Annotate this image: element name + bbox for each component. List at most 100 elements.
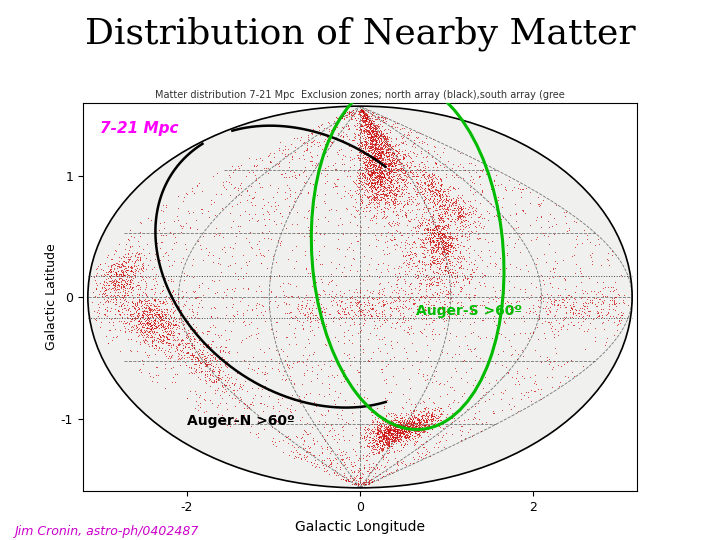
Point [403, 423, 415, 431]
Point [358, 187, 369, 196]
Point [426, 293, 438, 302]
Point [485, 184, 497, 193]
Point [126, 298, 138, 307]
Point [382, 437, 394, 445]
Point [548, 300, 559, 309]
Point [302, 442, 313, 450]
Point [134, 327, 145, 336]
Point [418, 454, 429, 462]
Point [387, 199, 399, 208]
Point [378, 151, 390, 159]
Point [383, 425, 395, 434]
Point [572, 232, 583, 240]
Point [134, 314, 145, 322]
Point [378, 172, 390, 181]
Point [418, 253, 430, 261]
Point [359, 131, 370, 139]
Point [199, 387, 211, 396]
Point [243, 238, 255, 246]
Point [363, 179, 374, 187]
Point [212, 259, 224, 267]
Point [423, 172, 435, 180]
Point [384, 442, 396, 450]
Point [338, 306, 350, 315]
Point [379, 430, 390, 439]
Point [146, 305, 158, 313]
Point [400, 434, 411, 442]
Point [405, 424, 417, 433]
Point [267, 402, 279, 411]
Point [428, 197, 439, 205]
Point [408, 417, 420, 426]
Point [485, 258, 496, 267]
Point [140, 315, 152, 324]
Point [407, 166, 418, 174]
Point [388, 159, 400, 167]
Point [395, 172, 406, 180]
Point [281, 333, 292, 341]
Point [391, 318, 402, 326]
Point [125, 323, 136, 332]
Point [422, 206, 433, 215]
Point [384, 148, 395, 157]
Point [148, 324, 160, 333]
Point [356, 127, 367, 136]
Point [522, 393, 534, 401]
Point [410, 269, 421, 278]
Point [120, 245, 131, 253]
Point [310, 160, 321, 169]
Point [379, 434, 390, 442]
Point [378, 190, 390, 198]
Point [363, 152, 374, 160]
Point [200, 244, 212, 252]
Point [381, 418, 392, 427]
Point [379, 431, 391, 440]
Point [190, 215, 202, 224]
Point [386, 432, 397, 441]
Point [460, 210, 472, 218]
Point [390, 192, 402, 200]
Point [390, 159, 401, 168]
Point [319, 136, 330, 145]
Point [138, 264, 149, 272]
Point [394, 422, 405, 431]
Point [411, 305, 423, 314]
Point [133, 290, 145, 299]
Point [179, 269, 190, 278]
Point [140, 307, 151, 315]
Point [436, 194, 447, 203]
Point [383, 249, 395, 258]
Point [436, 182, 447, 191]
Point [366, 185, 377, 194]
Point [303, 226, 315, 235]
Point [325, 444, 337, 453]
Point [372, 424, 383, 433]
Point [230, 402, 241, 411]
Point [329, 465, 341, 474]
Point [389, 411, 400, 420]
Point [163, 319, 174, 327]
Point [383, 437, 395, 445]
Point [413, 295, 425, 304]
Point [435, 285, 446, 294]
Point [305, 428, 316, 437]
Point [228, 416, 240, 425]
Point [548, 329, 559, 338]
Point [382, 219, 393, 228]
Point [374, 191, 385, 200]
Point [132, 305, 144, 314]
Point [444, 220, 456, 229]
Point [369, 437, 380, 445]
Point [370, 190, 382, 199]
Point [124, 280, 135, 288]
Point [382, 165, 394, 174]
Point [379, 428, 391, 437]
Point [372, 157, 383, 166]
Point [416, 242, 428, 251]
Point [351, 366, 362, 374]
Point [274, 209, 286, 218]
Point [369, 157, 381, 166]
Point [440, 199, 451, 208]
Point [144, 300, 156, 309]
Point [456, 238, 467, 247]
